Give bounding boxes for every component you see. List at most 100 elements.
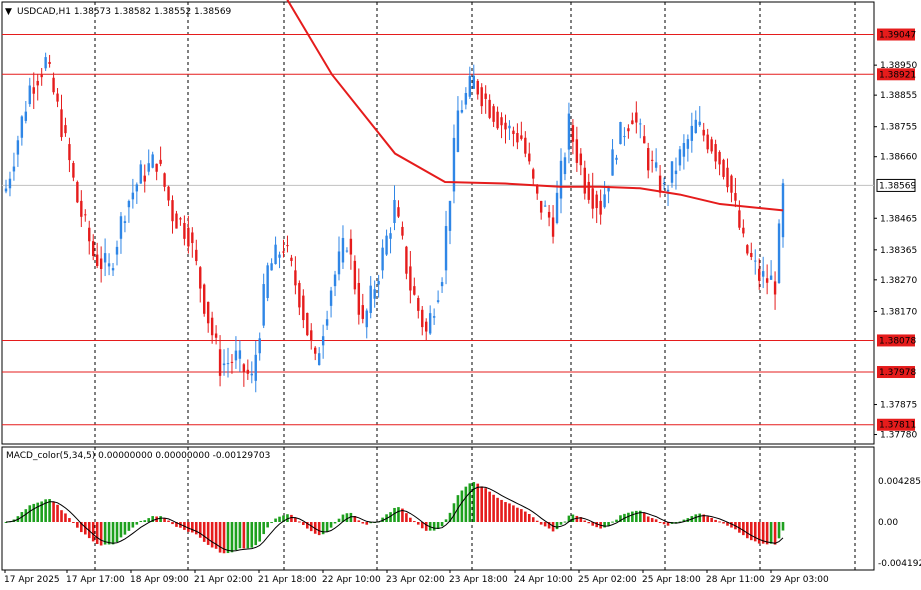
candle-body [36,80,39,86]
candle-body [135,184,139,192]
macd-bar [135,522,139,525]
macd-bar [56,504,59,522]
macd-bar [694,514,698,522]
macd-bar [611,521,614,523]
macd-signal-line [5,486,784,552]
candle-body [234,350,238,361]
candle-body [734,193,737,201]
candle-body [773,281,777,295]
candle-body [500,117,503,126]
candle-body [119,216,123,239]
candle-body [524,137,527,154]
macd-bar [401,508,404,522]
candle-body [48,61,51,64]
candle-body [151,154,154,168]
macd-bar [416,522,420,525]
macd-bar [175,522,178,527]
candle-body [88,227,91,242]
candle-body [80,200,83,217]
macd-bar [187,522,190,532]
candle-body [155,163,158,172]
macd-bar [270,522,273,524]
macd-histogram [4,482,785,554]
candle-body [345,250,349,252]
macd-bar [678,521,682,523]
macd-bar [765,522,769,545]
candle-body [60,109,63,138]
macd-bar [492,494,495,522]
candle-body [754,260,757,262]
macd-bar [123,522,127,535]
candle-body [103,253,107,263]
candle-body [421,309,424,328]
candle-body [349,238,353,255]
macd-bar [535,520,539,522]
candle-body [750,252,753,257]
macd-bar [567,515,571,522]
candle-body [143,175,146,182]
macd-bar [595,522,598,528]
moving-average [286,0,784,212]
macd-bar [504,502,507,522]
candle-body [504,122,507,130]
macd-bar [337,518,341,522]
time-label: 21 Apr 18:00 [258,575,317,585]
price-tick-label: 1.38270 [880,276,917,286]
candle-body [282,251,285,253]
candle-body [230,361,234,363]
time-label: 28 Apr 11:00 [706,575,765,585]
time-label: 17 Apr 2025 [4,575,60,585]
chart-frame [1,1,875,571]
macd-bar [254,522,258,546]
macd-bar [76,522,79,528]
macd-bar [349,512,353,522]
macd-bar [83,522,87,535]
macd-bar [143,520,147,522]
macd-bar [95,522,99,545]
candle-body [321,336,325,346]
candle-body [171,200,174,222]
candle-body [4,188,8,192]
candle-body [72,163,75,178]
macd-bar [781,522,785,531]
macd-bar [357,520,361,522]
macd-bar [191,522,194,533]
level-price-label: 1.39047 [879,31,916,41]
candle-body [674,170,678,175]
candle-body [567,113,571,150]
macd-bar [409,517,412,522]
macd-bar [68,518,71,522]
macd-bar [345,513,349,522]
candle-body [131,192,135,200]
candle-body [99,258,103,269]
macd-bar [40,501,43,522]
candle-body [341,237,345,263]
candle-body [64,125,67,134]
macd-bar [222,522,226,554]
candle-body [56,93,59,102]
candle-body [520,135,523,139]
grid-lines [94,2,856,570]
macd-bar [520,509,523,522]
macd-bar [583,520,587,522]
macd-bar [115,522,119,543]
candle-body [278,254,281,258]
time-label: 25 Apr 18:00 [642,575,701,585]
level-price-label: 1.38921 [879,70,916,80]
macd-bar [603,522,606,528]
candle-body [623,136,626,138]
candle-body [274,244,277,265]
symbol-menu-icon[interactable]: ▼ [5,7,12,17]
price-tick-label: 1.38755 [880,123,917,133]
macd-bar [210,522,214,548]
macd-bar [286,514,289,522]
macd-bar [250,522,254,548]
candle-body [226,363,230,365]
time-label: 21 Apr 02:00 [194,575,253,585]
candle-body [16,140,20,155]
candle-body [385,235,388,255]
macd-bar [325,522,329,532]
candle-body [619,122,622,145]
